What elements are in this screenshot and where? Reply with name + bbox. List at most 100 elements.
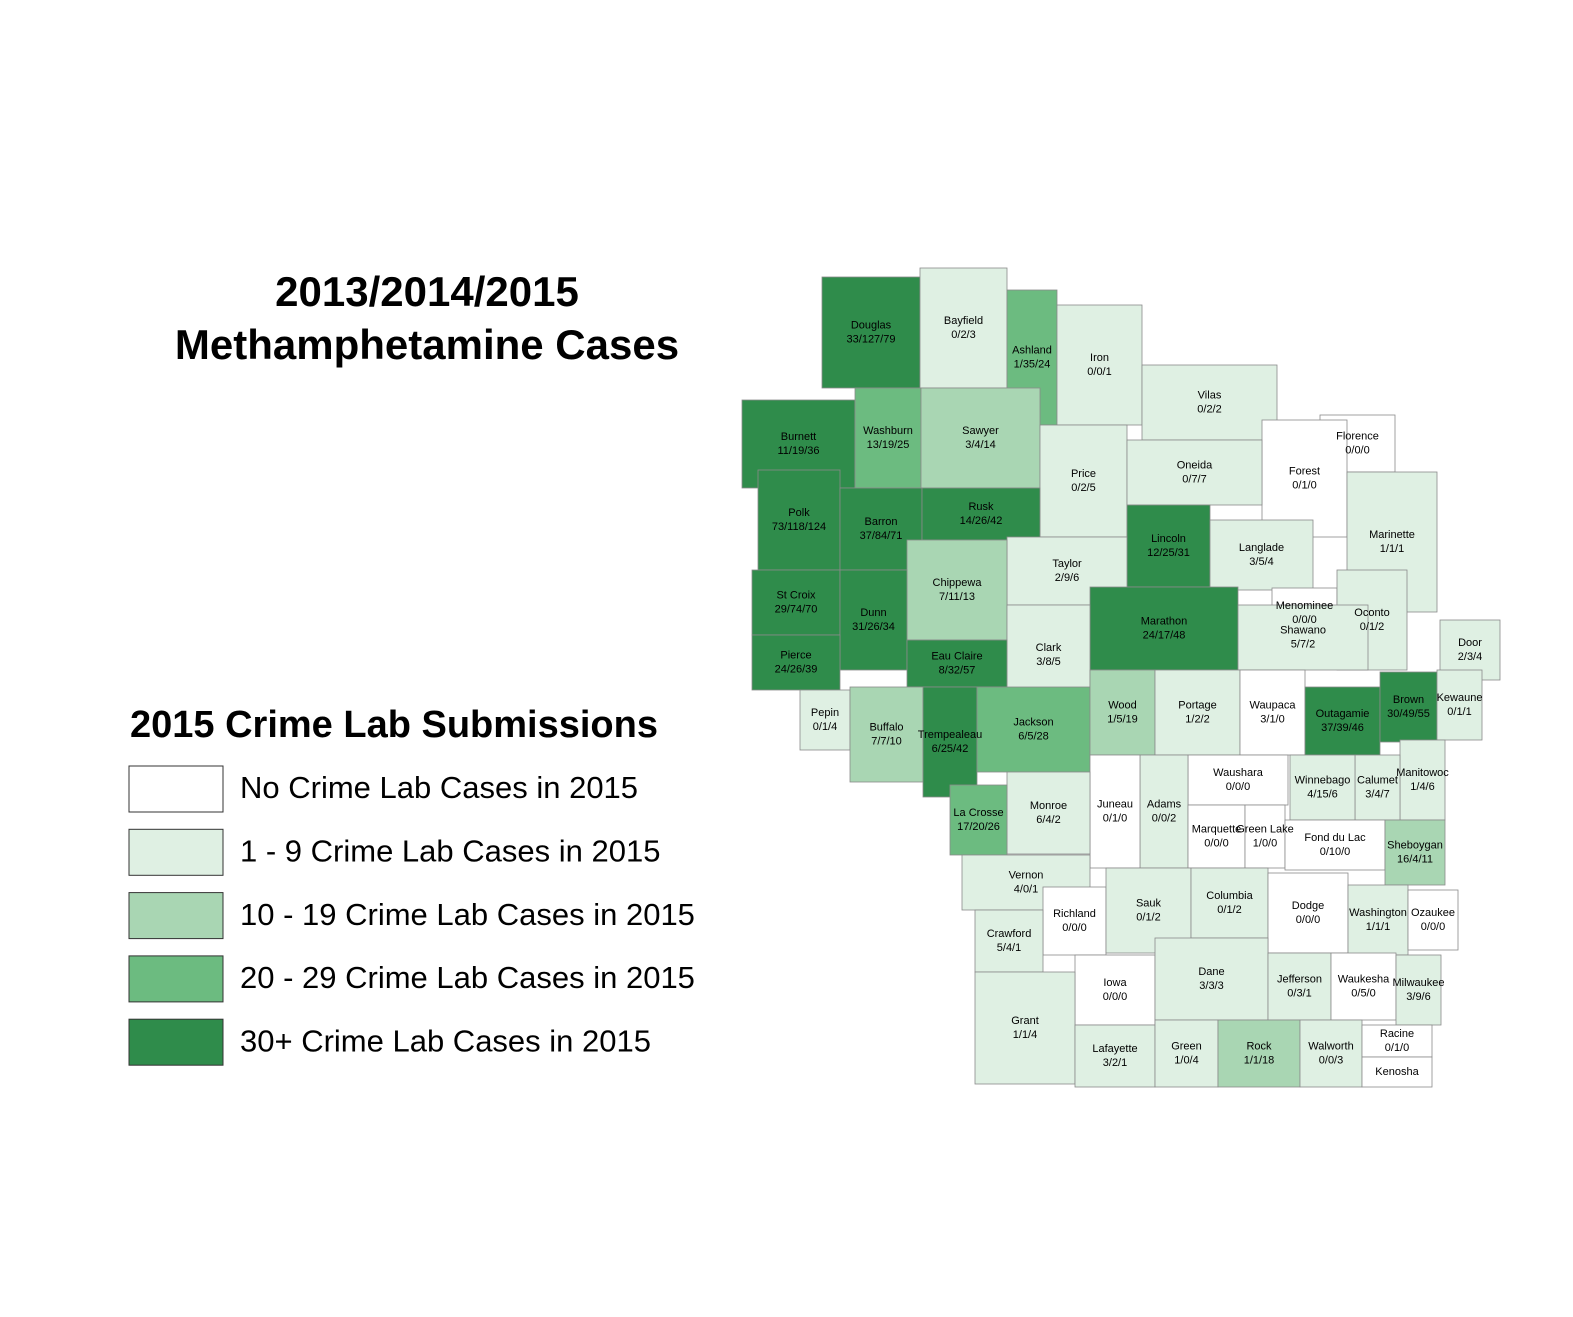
county-counts: 1/0/0 bbox=[1253, 837, 1277, 849]
county-name: Clark bbox=[1036, 642, 1062, 654]
county-name: Bayfield bbox=[944, 315, 983, 327]
county bbox=[920, 387, 1041, 489]
county-name: Pepin bbox=[811, 707, 839, 719]
county bbox=[1330, 952, 1397, 1021]
county-counts: 0/2/2 bbox=[1197, 403, 1221, 415]
county bbox=[751, 634, 841, 691]
county-name: Fond du Lac bbox=[1304, 832, 1366, 844]
county-counts: 0/2/5 bbox=[1071, 482, 1095, 494]
legend-title: 2015 Crime Lab Submissions bbox=[130, 704, 658, 746]
county-counts: 17/20/26 bbox=[957, 821, 1000, 833]
county-counts: 0/1/0 bbox=[1103, 812, 1127, 824]
county-counts: 3/4/14 bbox=[965, 439, 996, 451]
county-name: Milwaukee bbox=[1393, 977, 1445, 989]
county-counts: 0/3/1 bbox=[1287, 987, 1311, 999]
county bbox=[1384, 819, 1446, 886]
county bbox=[757, 469, 841, 571]
county-counts: 0/2/3 bbox=[951, 329, 975, 341]
county-counts: 1/1/18 bbox=[1244, 1054, 1275, 1066]
county bbox=[1237, 604, 1369, 671]
county bbox=[1039, 424, 1128, 538]
county-name: Rock bbox=[1246, 1040, 1272, 1052]
county-counts: 2/9/6 bbox=[1055, 572, 1079, 584]
county-name: Douglas bbox=[851, 319, 892, 331]
county-name: Waupaca bbox=[1249, 699, 1296, 711]
county bbox=[1209, 519, 1314, 591]
county-counts: 0/10/0 bbox=[1320, 846, 1351, 858]
county bbox=[906, 539, 1008, 641]
county-name: Trempealeau bbox=[918, 729, 982, 741]
county-name: Washington bbox=[1349, 907, 1407, 919]
county-counts: 1/1/1 bbox=[1380, 543, 1404, 555]
county-name: Sauk bbox=[1136, 897, 1162, 909]
county bbox=[1436, 669, 1483, 741]
county-counts: 3/2/1 bbox=[1103, 1057, 1127, 1069]
county-counts: 0/0/0 bbox=[1226, 781, 1250, 793]
county bbox=[1239, 669, 1306, 756]
county bbox=[949, 784, 1008, 856]
county-counts: 0/0/0 bbox=[1296, 914, 1320, 926]
county-name: Washburn bbox=[863, 425, 913, 437]
county-name: Oneida bbox=[1177, 459, 1213, 471]
legend-label: No Crime Lab Cases in 2015 bbox=[240, 770, 638, 805]
county-name: Manitowoc bbox=[1396, 767, 1449, 779]
county bbox=[1267, 872, 1349, 954]
county-counts: 0/1/1 bbox=[1447, 706, 1471, 718]
county bbox=[1154, 1019, 1219, 1088]
legend: No Crime Lab Cases in 2015 1 - 9 Crime La… bbox=[128, 765, 695, 1066]
county-counts: 37/39/46 bbox=[1321, 722, 1364, 734]
county-name: Shawano bbox=[1280, 624, 1326, 636]
county-name: Price bbox=[1071, 468, 1096, 480]
county-counts: 3/3/3 bbox=[1199, 980, 1223, 992]
county bbox=[1395, 954, 1442, 1026]
county-counts: 0/1/2 bbox=[1136, 911, 1160, 923]
county-counts: 3/9/6 bbox=[1406, 991, 1430, 1003]
county-counts: 0/0/0 bbox=[1421, 921, 1445, 933]
title-line: 2013/2014/2015 bbox=[275, 268, 579, 315]
county-counts: 0/1/2 bbox=[1360, 621, 1384, 633]
county-counts: 0/0/0 bbox=[1103, 991, 1127, 1003]
county bbox=[1154, 669, 1241, 756]
county bbox=[1217, 1019, 1301, 1088]
county-name: Jackson bbox=[1013, 716, 1053, 728]
county-name: Kenosha bbox=[1375, 1066, 1419, 1078]
county-counts: 14/26/42 bbox=[960, 515, 1003, 527]
county-counts: 0/1/0 bbox=[1385, 1042, 1409, 1054]
county-name: Jefferson bbox=[1277, 973, 1322, 985]
county-counts: 1/1/1 bbox=[1366, 921, 1390, 933]
county-name: Barron bbox=[864, 516, 897, 528]
county-name: Buffalo bbox=[869, 721, 903, 733]
county-name: Wood bbox=[1108, 699, 1137, 711]
county-counts: 3/5/4 bbox=[1249, 556, 1273, 568]
legend-swatch bbox=[128, 955, 224, 1003]
county-name: Sheboygan bbox=[1387, 839, 1443, 851]
county bbox=[1187, 754, 1289, 806]
county bbox=[839, 569, 908, 671]
county bbox=[1139, 754, 1189, 869]
county-name: Chippewa bbox=[933, 577, 983, 589]
county-name: Menominee bbox=[1276, 600, 1333, 612]
county-name: Marinette bbox=[1369, 529, 1415, 541]
county-counts: 1/35/24 bbox=[1014, 358, 1051, 370]
county-counts: 3/8/5 bbox=[1036, 656, 1060, 668]
county-name: Walworth bbox=[1308, 1040, 1353, 1052]
county-counts: 0/7/7 bbox=[1182, 473, 1206, 485]
county-name: Winnebago bbox=[1295, 774, 1351, 786]
county bbox=[751, 569, 841, 636]
legend-swatch bbox=[128, 892, 224, 940]
county-name: Adams bbox=[1147, 798, 1182, 810]
county-name: Burnett bbox=[781, 431, 816, 443]
county-counts: 0/0/0 bbox=[1292, 614, 1316, 626]
county-name: Dunn bbox=[860, 607, 886, 619]
county bbox=[1154, 937, 1269, 1021]
county-name: Monroe bbox=[1030, 800, 1067, 812]
county-counts: 0/0/0 bbox=[1062, 922, 1086, 934]
legend-swatch bbox=[128, 828, 224, 876]
county-counts: 0/0/1 bbox=[1087, 366, 1111, 378]
county-name: Columbia bbox=[1206, 890, 1253, 902]
county-name: Oconto bbox=[1354, 607, 1389, 619]
county-counts: 29/74/70 bbox=[775, 603, 818, 615]
county-name: Door bbox=[1458, 637, 1482, 649]
legend-swatch bbox=[128, 765, 224, 813]
county-name: Racine bbox=[1380, 1028, 1414, 1040]
